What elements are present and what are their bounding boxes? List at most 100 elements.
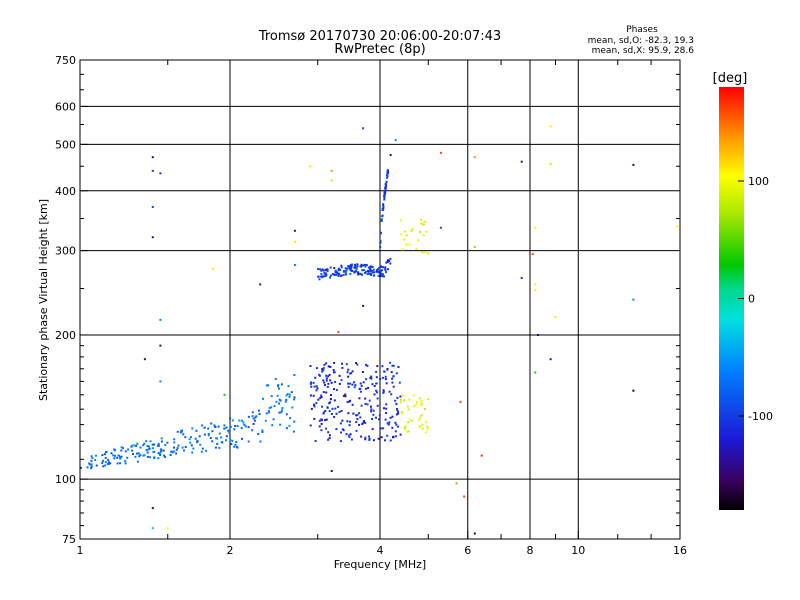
data-point [425, 230, 428, 233]
data-point [385, 407, 388, 410]
data-point [312, 394, 315, 397]
data-point [159, 380, 162, 383]
data-point [278, 411, 281, 414]
data-point [218, 446, 221, 449]
data-point [412, 227, 415, 230]
data-point [234, 425, 237, 427]
data-point [389, 416, 392, 419]
data-point [417, 239, 420, 242]
data-point [229, 438, 232, 441]
data-point [309, 165, 312, 168]
data-point [348, 267, 351, 270]
data-point [383, 407, 385, 410]
data-point [146, 444, 149, 447]
data-point [415, 247, 418, 250]
data-point [268, 411, 270, 414]
data-point [340, 274, 342, 277]
data-point [238, 419, 241, 422]
data-point [191, 451, 194, 454]
data-point [147, 445, 150, 448]
data-point [346, 401, 349, 403]
data-point [355, 429, 358, 432]
data-point [180, 430, 183, 433]
data-point [176, 430, 179, 433]
data-point [90, 467, 93, 470]
data-point [358, 423, 361, 426]
data-point [350, 438, 353, 441]
data-point [159, 318, 162, 321]
data-point [331, 407, 334, 410]
data-point [419, 416, 422, 419]
data-point [95, 454, 97, 457]
y-tick-label: 750 [55, 54, 76, 67]
data-point [356, 265, 359, 268]
data-point [400, 412, 403, 415]
data-point [379, 245, 382, 248]
data-point [371, 418, 374, 420]
data-point [359, 390, 362, 393]
data-point [142, 444, 145, 447]
data-point [385, 184, 387, 187]
data-point [531, 253, 534, 256]
data-point [383, 196, 386, 199]
data-points [80, 125, 679, 535]
data-point [327, 365, 330, 368]
data-point [370, 269, 372, 272]
data-point [347, 382, 349, 385]
data-point [363, 264, 366, 267]
x-tick-label: 4 [377, 544, 384, 557]
data-point [353, 386, 356, 389]
data-point [355, 421, 358, 424]
data-point [386, 434, 389, 437]
data-point [316, 387, 319, 390]
data-point [376, 404, 379, 407]
data-point [378, 271, 381, 274]
data-point [340, 431, 342, 434]
data-point [328, 410, 331, 413]
data-point [396, 396, 399, 399]
data-point [170, 450, 173, 453]
data-point [349, 272, 352, 275]
data-point [370, 272, 373, 275]
data-point [455, 482, 458, 485]
data-point [400, 233, 403, 236]
data-point [310, 407, 313, 410]
data-point [251, 429, 254, 432]
data-point [320, 272, 323, 275]
data-point [157, 443, 160, 446]
data-point [198, 435, 201, 438]
data-point [421, 251, 424, 254]
data-point [176, 447, 179, 449]
data-point [364, 436, 367, 439]
data-point [346, 371, 349, 374]
data-point [326, 406, 329, 409]
data-point [259, 440, 262, 443]
data-point [325, 379, 328, 382]
data-point [361, 423, 364, 425]
data-point [143, 442, 146, 445]
data-point [384, 183, 387, 185]
data-point [214, 446, 217, 449]
data-point [382, 203, 385, 206]
data-point [349, 399, 352, 402]
data-point [362, 127, 365, 130]
data-point [367, 270, 370, 273]
data-point [324, 419, 326, 422]
y-tick-label: 600 [55, 100, 76, 113]
data-point [329, 276, 331, 279]
y-tick-label: 200 [55, 329, 76, 342]
data-point [327, 375, 330, 378]
data-point [366, 403, 369, 406]
data-point [324, 275, 327, 277]
data-point [116, 456, 119, 459]
data-point [396, 408, 398, 410]
data-point [192, 447, 195, 450]
data-point [384, 378, 387, 381]
data-point [279, 423, 282, 426]
data-point [334, 271, 337, 274]
data-point [145, 449, 148, 452]
data-point [362, 304, 365, 307]
data-point [357, 271, 360, 274]
data-point [381, 274, 384, 276]
data-point [403, 230, 406, 233]
